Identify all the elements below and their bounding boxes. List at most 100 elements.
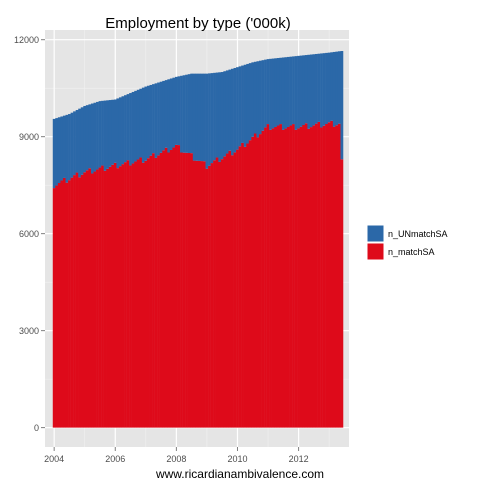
- bar-n_matchSA: [192, 160, 196, 428]
- bar-n_UNmatchSA: [78, 108, 82, 178]
- bar-n_UNmatchSA: [218, 72, 222, 162]
- bar-n_matchSA: [60, 180, 64, 428]
- bar-n_UNmatchSA: [248, 63, 252, 141]
- bar-n_matchSA: [80, 174, 84, 428]
- bar-n_UNmatchSA: [131, 91, 135, 164]
- bar-n_UNmatchSA: [80, 107, 84, 175]
- bar-n_matchSA: [187, 152, 191, 428]
- bar-n_UNmatchSA: [287, 56, 290, 127]
- bar-n_UNmatchSA: [141, 87, 145, 163]
- y-tick-label: 0: [34, 423, 39, 433]
- bar-n_matchSA: [289, 125, 293, 428]
- bar-n_matchSA: [113, 162, 117, 428]
- bar-n_UNmatchSA: [187, 74, 191, 153]
- bar-n_UNmatchSA: [57, 117, 61, 184]
- bar-n_UNmatchSA: [246, 63, 250, 144]
- bar-n_UNmatchSA: [210, 73, 214, 164]
- bar-n_UNmatchSA: [228, 69, 232, 151]
- bar-n_matchSA: [208, 165, 211, 428]
- bar-n_UNmatchSA: [70, 112, 74, 178]
- bar-n_matchSA: [197, 160, 201, 428]
- bar-n_UNmatchSA: [208, 73, 211, 166]
- bar-n_matchSA: [149, 155, 153, 428]
- bar-n_UNmatchSA: [297, 55, 300, 129]
- bar-n_matchSA: [57, 183, 61, 428]
- bar-n_matchSA: [180, 152, 183, 428]
- bar-n_UNmatchSA: [264, 59, 267, 128]
- bar-n_matchSA: [236, 149, 239, 428]
- bar-n_matchSA: [164, 147, 168, 428]
- bar-n_UNmatchSA: [325, 52, 328, 125]
- bar-n_matchSA: [131, 163, 135, 428]
- bar-n_matchSA: [162, 150, 166, 428]
- bar-n_UNmatchSA: [111, 99, 115, 165]
- bar-n_matchSA: [190, 153, 194, 428]
- bar-n_UNmatchSA: [271, 58, 275, 129]
- bar-n_matchSA: [205, 168, 209, 428]
- bar-n_matchSA: [70, 177, 74, 428]
- bar-n_UNmatchSA: [62, 115, 66, 178]
- bar-n_matchSA: [124, 162, 127, 428]
- bar-n_UNmatchSA: [167, 79, 171, 153]
- bar-n_matchSA: [169, 149, 173, 428]
- bar-n_UNmatchSA: [182, 75, 186, 153]
- bar-n_matchSA: [73, 175, 76, 428]
- bar-n_matchSA: [228, 150, 232, 428]
- bar-n_matchSA: [304, 123, 308, 428]
- bar-n_matchSA: [106, 168, 110, 428]
- bar-n_matchSA: [78, 177, 82, 428]
- bar-n_UNmatchSA: [205, 73, 209, 169]
- bar-n_matchSA: [325, 124, 328, 428]
- bar-n_UNmatchSA: [251, 62, 255, 137]
- bar-n_UNmatchSA: [121, 96, 125, 165]
- bar-n_matchSA: [52, 188, 56, 428]
- bar-n_matchSA: [103, 170, 107, 428]
- bar-n_matchSA: [85, 170, 89, 428]
- bar-n_UNmatchSA: [190, 73, 194, 154]
- bar-n_matchSA: [279, 124, 283, 428]
- bar-n_UNmatchSA: [96, 101, 99, 170]
- y-tick-label: 6000: [19, 229, 39, 239]
- bar-n_UNmatchSA: [177, 76, 181, 146]
- bar-n_matchSA: [299, 126, 303, 428]
- bar-n_matchSA: [129, 165, 132, 428]
- bar-n_UNmatchSA: [136, 89, 140, 160]
- bar-n_UNmatchSA: [152, 84, 155, 154]
- bar-n_matchSA: [253, 133, 257, 428]
- bar-n_UNmatchSA: [335, 51, 339, 126]
- bar-n_UNmatchSA: [139, 88, 143, 158]
- bar-n_UNmatchSA: [192, 73, 196, 161]
- bar-n_matchSA: [167, 152, 171, 428]
- bar-n_UNmatchSA: [90, 103, 94, 174]
- bar-n_UNmatchSA: [144, 86, 148, 161]
- x-tick-label: 2004: [44, 454, 64, 464]
- bar-n_matchSA: [159, 152, 163, 428]
- bar-n_matchSA: [246, 143, 250, 428]
- bar-n_matchSA: [88, 168, 92, 428]
- bar-n_matchSA: [68, 180, 71, 428]
- x-tick-label: 2012: [289, 454, 309, 464]
- bar-n_matchSA: [154, 157, 158, 428]
- bar-n_UNmatchSA: [266, 59, 270, 125]
- bar-n_matchSA: [309, 127, 313, 428]
- bar-n_matchSA: [101, 165, 104, 428]
- bar-n_matchSA: [330, 120, 334, 428]
- legend-swatch-n_matchSA: [366, 242, 385, 261]
- bar-n_matchSA: [116, 168, 120, 428]
- bar-n_matchSA: [210, 163, 214, 428]
- legend-label-n_matchSA: n_matchSA: [388, 247, 435, 257]
- bar-n_matchSA: [65, 182, 69, 428]
- bar-n_matchSA: [126, 160, 130, 428]
- bar-n_UNmatchSA: [330, 52, 334, 121]
- bar-n_UNmatchSA: [243, 64, 247, 147]
- bar-n_matchSA: [292, 124, 295, 428]
- bar-n_UNmatchSA: [202, 73, 206, 162]
- bar-n_UNmatchSA: [172, 77, 176, 148]
- bar-n_matchSA: [302, 124, 306, 428]
- bar-n_matchSA: [307, 128, 311, 428]
- bar-n_matchSA: [200, 161, 204, 428]
- bar-n_matchSA: [266, 124, 270, 428]
- bar-n_matchSA: [185, 152, 188, 428]
- bar-n_UNmatchSA: [309, 54, 313, 128]
- bar-n_matchSA: [202, 161, 206, 428]
